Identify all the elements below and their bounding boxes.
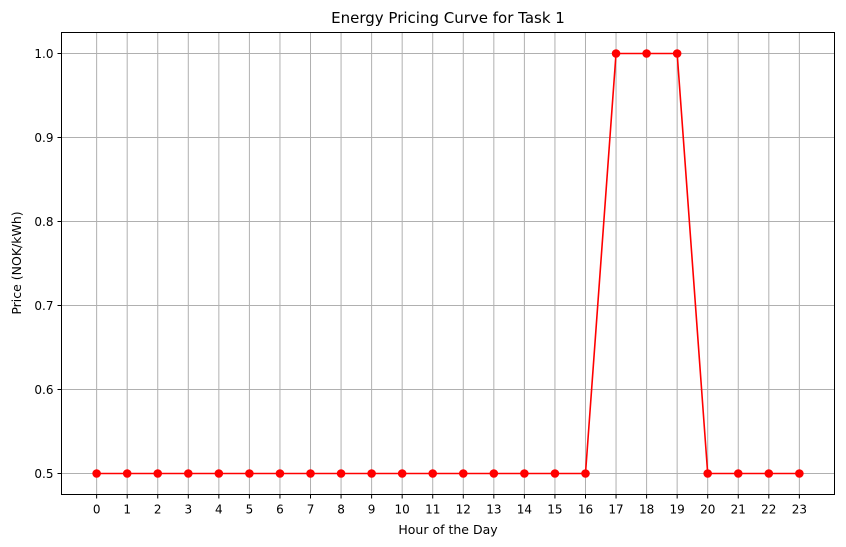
x-tick-label: 20	[700, 503, 715, 517]
x-tick-label: 1	[123, 503, 131, 517]
data-point	[764, 469, 774, 478]
data-point	[428, 469, 438, 478]
plot-series	[92, 49, 804, 478]
data-point	[336, 469, 346, 478]
data-point	[183, 469, 193, 478]
data-point	[122, 469, 132, 478]
data-point	[642, 49, 651, 58]
x-tick-label: 7	[307, 503, 315, 517]
data-point	[703, 469, 713, 478]
y-tick-label: 0.7	[34, 299, 53, 313]
y-tick-label: 0.9	[34, 131, 53, 145]
x-tick-label: 17	[608, 503, 623, 517]
data-point	[214, 469, 224, 478]
x-tick-label: 10	[395, 503, 410, 517]
data-point	[92, 469, 101, 478]
data-point	[245, 469, 254, 478]
x-tick-label: 23	[792, 503, 807, 517]
y-axis-label: Price (NOK/kWh)	[9, 211, 24, 314]
data-point	[367, 469, 376, 478]
x-axis-ticks: 0 1 2 3 4 5 6 7 8 9 10 11 12 13 14 15 16 17 18 19 20 21 22 23	[93, 494, 807, 517]
x-tick-label: 21	[731, 503, 746, 517]
x-tick-label: 13	[486, 503, 501, 517]
data-point	[581, 469, 590, 478]
data-point	[153, 469, 163, 478]
y-axis-ticks: 0.5 0.6 0.7 0.8 0.9 1.0	[34, 47, 62, 481]
plot-frame	[61, 32, 835, 495]
chart-title: Energy Pricing Curve for Task 1	[331, 9, 565, 27]
x-tick-label: 2	[154, 503, 162, 517]
x-tick-label: 18	[639, 503, 654, 517]
data-point	[306, 469, 315, 478]
data-point	[795, 469, 804, 478]
x-tick-label: 5	[246, 503, 254, 517]
data-point	[397, 469, 407, 478]
data-point	[489, 469, 499, 478]
x-tick-label: 9	[368, 503, 376, 517]
data-point	[520, 469, 529, 478]
y-tick-label: 0.8	[34, 215, 53, 229]
y-tick-label: 0.5	[34, 467, 53, 481]
grid	[61, 32, 835, 495]
x-tick-label: 8	[337, 503, 345, 517]
data-point	[672, 49, 682, 58]
series-line	[96, 52, 800, 475]
x-tick-label: 3	[184, 503, 192, 517]
x-tick-label: 16	[578, 503, 593, 517]
y-tick-label: 0.6	[34, 383, 53, 397]
x-tick-label: 0	[93, 503, 101, 517]
x-tick-label: 14	[517, 503, 532, 517]
data-point	[733, 469, 743, 478]
x-tick-label: 6	[276, 503, 284, 517]
x-tick-label: 12	[456, 503, 471, 517]
x-tick-label: 15	[547, 503, 562, 517]
data-point	[550, 469, 560, 478]
data-point	[611, 49, 621, 58]
x-tick-label: 22	[761, 503, 776, 517]
data-point	[458, 469, 468, 478]
x-tick-label: 11	[425, 503, 440, 517]
x-tick-label: 19	[670, 503, 685, 517]
data-point	[275, 469, 285, 478]
y-tick-label: 1.0	[34, 47, 53, 61]
x-tick-label: 4	[215, 503, 223, 517]
x-axis-label: Hour of the Day	[398, 522, 498, 537]
